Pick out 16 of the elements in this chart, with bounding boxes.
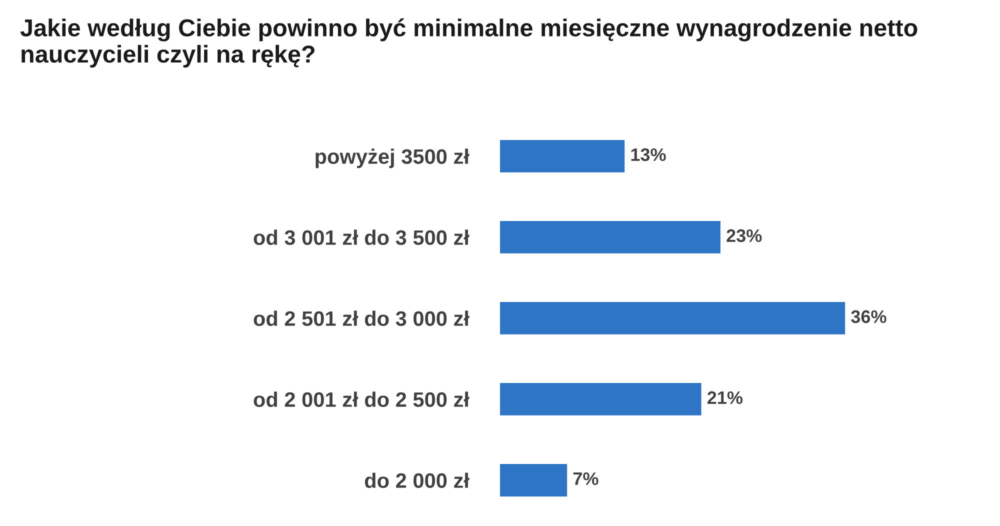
bar bbox=[500, 464, 568, 496]
bar bbox=[500, 383, 702, 416]
data-label: 23% bbox=[726, 229, 762, 242]
bar bbox=[500, 221, 720, 254]
y-tick-label: od 2 001 zł do 2 500 zł bbox=[254, 392, 470, 407]
data-label: 7% bbox=[573, 472, 598, 486]
data-label: 13% bbox=[631, 148, 666, 162]
y-tick-label: powyżej 3500 zł bbox=[316, 148, 470, 168]
y-tick-label: do 2 000 zł bbox=[364, 472, 470, 488]
y-tick-label: od 2 501 zł do 3 000 zł bbox=[254, 310, 470, 326]
y-tick-label: od 3 001 zł do 3 500 zł bbox=[254, 230, 470, 246]
data-label: 21% bbox=[707, 391, 743, 404]
bar bbox=[500, 302, 846, 334]
chart-title: Jakie według Ciebie powinno być minimalne miesięczne wynagrodzenie netto nauczycieli czyli na rękę? bbox=[20, 18, 918, 68]
data-label: 36% bbox=[851, 310, 886, 324]
bar bbox=[500, 140, 625, 172]
